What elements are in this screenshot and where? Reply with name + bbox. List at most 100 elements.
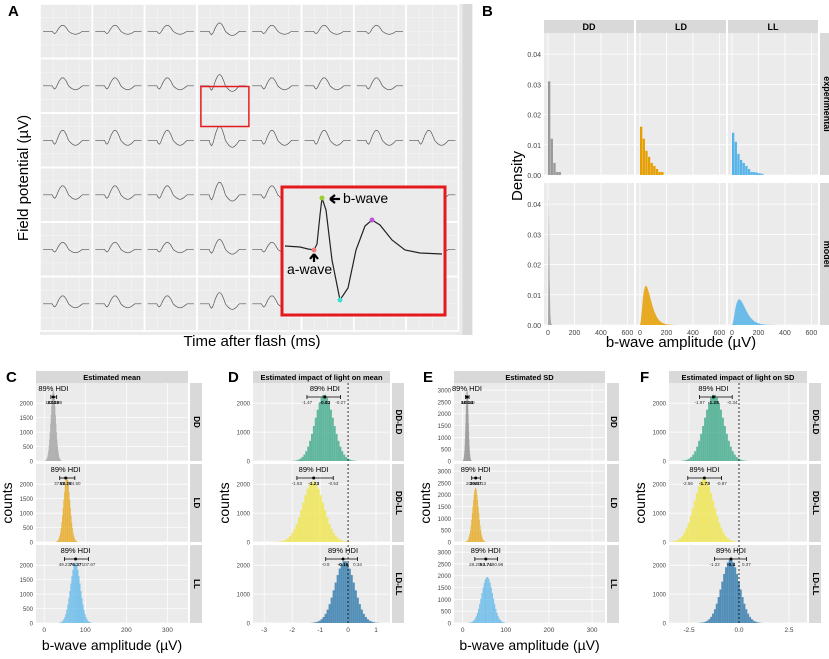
hdi-upper-value: 14.89 bbox=[463, 400, 475, 405]
histogram-bar bbox=[350, 460, 353, 461]
row-strip bbox=[190, 545, 202, 623]
histogram-bar bbox=[81, 598, 83, 623]
histogram-bar bbox=[479, 519, 480, 542]
hdi-mid-value: -1.28 bbox=[708, 400, 719, 406]
hdi-point bbox=[465, 395, 469, 399]
histogram-bar bbox=[55, 414, 56, 461]
hdi-point bbox=[51, 395, 55, 399]
histogram-bar bbox=[708, 619, 711, 623]
y-tick-label: 2000 bbox=[20, 564, 34, 570]
hdi-lower-value: -2.56 bbox=[683, 481, 694, 486]
y-tick-label: 2000 bbox=[438, 412, 452, 418]
histogram-bar bbox=[718, 522, 721, 542]
facet-panel bbox=[544, 183, 634, 325]
hdi-label: 89% HDI bbox=[452, 384, 482, 393]
hdi-label: 89% HDI bbox=[461, 465, 491, 474]
histogram-bar bbox=[334, 582, 337, 623]
facet-panel bbox=[544, 33, 634, 175]
histogram-bar bbox=[474, 618, 476, 623]
histogram-bar bbox=[59, 459, 61, 461]
histogram-bar bbox=[72, 569, 74, 623]
histogram-bar bbox=[474, 490, 475, 542]
histogram-bar bbox=[45, 460, 47, 461]
histogram-bar bbox=[67, 604, 69, 623]
hdi-mid-value: 52.28 bbox=[60, 481, 72, 487]
y-tick-label: 1500 bbox=[438, 505, 452, 511]
histogram-bar bbox=[653, 165, 656, 175]
row-strip bbox=[809, 464, 821, 542]
histogram-bar bbox=[686, 459, 689, 461]
histogram-bar bbox=[77, 569, 79, 623]
histogram-bar bbox=[473, 500, 474, 542]
x-tick-label: -2.5 bbox=[683, 627, 695, 634]
histogram-bar bbox=[715, 603, 718, 623]
histogram-bar bbox=[313, 481, 316, 542]
histogram-bar bbox=[66, 609, 68, 623]
histogram-bar bbox=[502, 622, 504, 623]
histogram-bar bbox=[335, 433, 338, 461]
histogram-bar bbox=[65, 480, 67, 542]
histogram-bar bbox=[53, 390, 54, 461]
histogram-bar bbox=[79, 583, 81, 623]
histogram-bar bbox=[687, 522, 690, 542]
histogram-bar bbox=[348, 459, 351, 461]
b-wave-label: b-wave bbox=[343, 190, 388, 206]
erg-trace bbox=[147, 129, 194, 146]
histogram-bar bbox=[331, 417, 334, 461]
histogram-bar bbox=[495, 609, 497, 623]
panel-title-strip bbox=[253, 371, 390, 383]
row-label: DD-LD bbox=[811, 410, 820, 435]
histogram-bar bbox=[71, 522, 73, 542]
histogram-bar bbox=[297, 517, 300, 542]
histogram-bar bbox=[57, 445, 58, 461]
histogram-bar bbox=[302, 502, 305, 542]
histogram-bar bbox=[46, 459, 47, 461]
y-tick-label: 0.03 bbox=[527, 232, 541, 239]
histogram-bar bbox=[742, 162, 745, 175]
histogram-bar bbox=[467, 540, 469, 542]
y-tick-label: 1000 bbox=[653, 431, 667, 437]
facet-panel bbox=[36, 545, 188, 623]
row-label-experimental: experimental bbox=[822, 76, 829, 132]
erg-trace bbox=[43, 24, 90, 35]
y-tick-label: 1500 bbox=[20, 497, 34, 503]
histogram-bar bbox=[86, 619, 88, 623]
histogram-bar bbox=[719, 409, 722, 461]
hdi-lower-value: 6.78 bbox=[461, 400, 470, 405]
histogram-bar bbox=[68, 598, 70, 623]
histogram-bar bbox=[332, 590, 335, 623]
histogram-bar bbox=[72, 532, 74, 542]
histogram-bar bbox=[362, 613, 365, 623]
y-tick-label: 0 bbox=[448, 541, 452, 547]
erg-trace bbox=[199, 125, 247, 148]
histogram-bar bbox=[481, 533, 482, 542]
histogram-bar bbox=[343, 454, 346, 461]
histogram-bar bbox=[694, 451, 697, 461]
histogram-bar bbox=[54, 399, 55, 461]
histogram-bar bbox=[698, 440, 701, 461]
panel-b-ylabel: Density bbox=[509, 150, 526, 201]
histogram-bar bbox=[337, 440, 340, 461]
histogram-bar bbox=[487, 577, 489, 623]
panel-ylabel: counts bbox=[0, 482, 15, 523]
histogram-bar bbox=[66, 477, 68, 542]
histogram-bar bbox=[712, 500, 715, 542]
histogram-bar bbox=[724, 535, 727, 542]
histogram-bar bbox=[318, 402, 321, 461]
y-tick-label: 1500 bbox=[438, 424, 452, 430]
histogram-bar bbox=[75, 562, 77, 623]
x-tick-label: 0.0 bbox=[734, 627, 743, 634]
histogram-bar bbox=[475, 616, 477, 623]
y-tick-label: 1000 bbox=[653, 593, 667, 599]
histogram-bar bbox=[479, 525, 481, 542]
histogram-bar bbox=[48, 445, 50, 461]
y-tick-label: 0.03 bbox=[527, 82, 541, 89]
histogram-bar bbox=[699, 481, 702, 542]
histogram-bar bbox=[78, 576, 80, 623]
b-wave-marker bbox=[319, 195, 325, 201]
hdi-point bbox=[474, 476, 478, 480]
x-tick-label: 0 bbox=[546, 330, 550, 337]
hdi-upper-value: -0.53 bbox=[328, 481, 339, 486]
histogram-bar bbox=[696, 446, 699, 461]
erg-trace bbox=[147, 241, 194, 254]
